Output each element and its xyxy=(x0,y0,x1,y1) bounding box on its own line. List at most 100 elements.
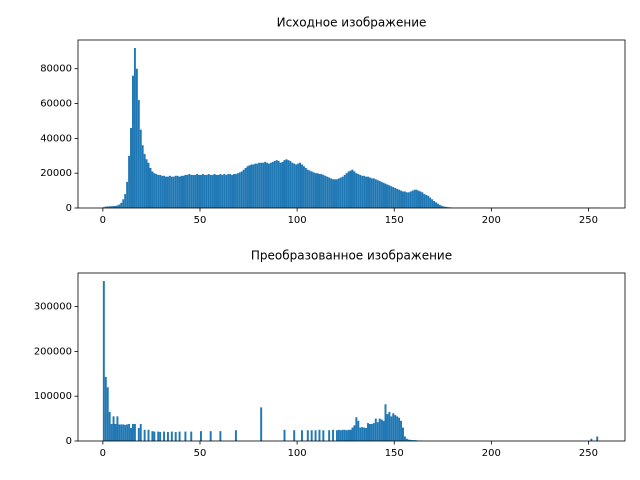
bar xyxy=(223,174,226,208)
bar xyxy=(165,176,167,208)
bar xyxy=(330,178,333,208)
bar xyxy=(106,387,109,441)
bar xyxy=(236,173,239,208)
bar xyxy=(184,431,187,441)
bar xyxy=(425,194,428,208)
bar xyxy=(254,163,257,208)
y-tick-label: 40000 xyxy=(40,133,72,144)
bar xyxy=(246,166,249,208)
bar xyxy=(112,206,115,208)
bar xyxy=(287,160,290,208)
bar xyxy=(299,162,301,208)
bar xyxy=(390,416,393,441)
bar xyxy=(267,163,270,208)
bar xyxy=(353,425,356,441)
bar xyxy=(133,423,136,441)
bar xyxy=(365,176,368,208)
bar xyxy=(118,424,121,441)
bar xyxy=(341,176,344,208)
bar xyxy=(367,176,369,208)
bar xyxy=(266,162,268,208)
bar xyxy=(132,75,134,208)
bar xyxy=(114,423,117,441)
bar xyxy=(124,424,127,441)
bar xyxy=(345,430,348,441)
x-tick-label: 0 xyxy=(100,215,106,226)
bar xyxy=(359,427,362,441)
bar xyxy=(260,407,263,441)
bar xyxy=(392,187,395,208)
bar xyxy=(133,48,136,209)
bar xyxy=(217,174,220,208)
bar xyxy=(308,170,311,208)
bar xyxy=(174,432,177,441)
x-tick-label: 100 xyxy=(288,215,307,226)
bar xyxy=(153,173,156,208)
bar xyxy=(380,419,383,441)
bar xyxy=(273,160,276,208)
bar xyxy=(302,166,305,208)
bar xyxy=(153,431,156,441)
bar xyxy=(374,179,377,208)
bar xyxy=(431,199,434,208)
y-tick-label: 300000 xyxy=(34,302,72,313)
bar xyxy=(403,436,406,441)
bar xyxy=(347,171,350,208)
bar xyxy=(196,174,199,208)
bar xyxy=(363,427,366,441)
bar xyxy=(145,159,148,208)
bar xyxy=(357,174,360,208)
bar xyxy=(215,174,218,208)
bar xyxy=(355,173,358,208)
bar xyxy=(322,430,325,441)
y-tick-label: 200000 xyxy=(34,346,72,357)
bar xyxy=(279,162,282,208)
bar xyxy=(314,430,317,441)
bar xyxy=(238,172,241,208)
bar xyxy=(343,429,346,441)
bar xyxy=(396,416,399,441)
bar xyxy=(283,160,286,208)
bar xyxy=(211,174,214,208)
bar xyxy=(264,161,267,208)
bar xyxy=(334,179,336,208)
bar xyxy=(151,171,154,208)
bar xyxy=(368,177,371,208)
bar xyxy=(126,181,129,208)
y-tick-label: 60000 xyxy=(40,99,72,110)
bar xyxy=(337,429,340,441)
bar xyxy=(128,423,131,441)
bar xyxy=(405,438,408,441)
bar xyxy=(108,411,111,441)
bar xyxy=(398,417,401,441)
bar xyxy=(102,281,105,441)
bar xyxy=(199,431,202,441)
bar xyxy=(118,204,121,208)
bar xyxy=(219,174,222,208)
bar xyxy=(170,176,173,208)
bar xyxy=(402,191,404,208)
bar xyxy=(306,169,309,208)
bar xyxy=(361,427,364,441)
bar xyxy=(411,190,414,208)
bar xyxy=(341,429,344,441)
bar xyxy=(419,191,422,208)
bar xyxy=(221,174,224,208)
bar xyxy=(343,174,346,208)
bar xyxy=(335,179,338,208)
bar xyxy=(306,430,309,441)
bar xyxy=(295,164,298,208)
bar xyxy=(130,428,133,441)
x-tick-label: 50 xyxy=(194,215,207,226)
y-tick-label: 0 xyxy=(66,203,72,214)
bar xyxy=(300,164,303,208)
bar xyxy=(413,440,416,441)
bar xyxy=(365,428,368,441)
bar xyxy=(184,174,187,208)
bar xyxy=(436,203,439,208)
bar xyxy=(415,189,418,208)
bar xyxy=(411,440,414,441)
bar xyxy=(386,184,389,208)
bar xyxy=(231,174,234,208)
